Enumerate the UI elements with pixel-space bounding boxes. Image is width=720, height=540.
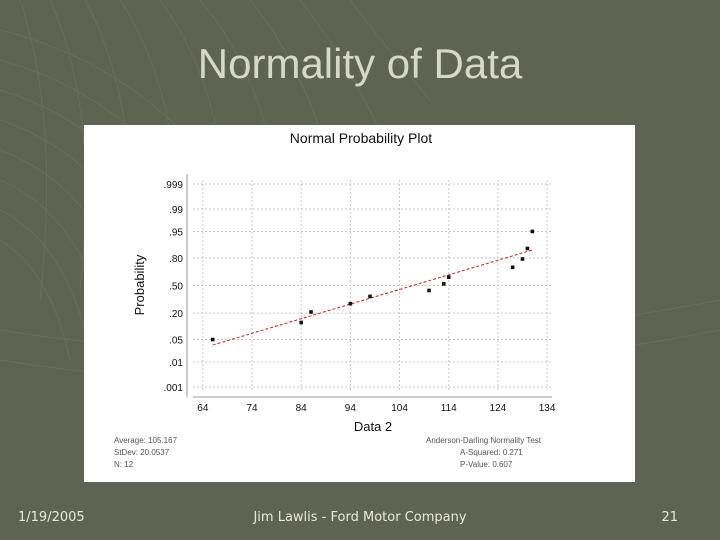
fit-line <box>212 249 533 346</box>
stat-stdev: StDev: 20.0537 <box>114 448 170 457</box>
chart-panel: Normal Probability Plot .001 .01 .05 .20 .50… <box>84 125 635 482</box>
axes <box>186 174 552 398</box>
y-tick-label: .01 <box>169 358 183 369</box>
data-point <box>368 294 372 299</box>
data-point <box>520 257 525 261</box>
page-number: 21 <box>661 510 678 525</box>
data-point <box>446 275 451 279</box>
footer-date: 1/19/2005 <box>18 510 85 525</box>
data-point <box>525 246 530 251</box>
y-tick-label: .05 <box>169 336 183 347</box>
chart-title: Normal Probability Plot <box>290 130 432 146</box>
x-tick-label: 104 <box>391 403 408 414</box>
x-tick-label: 64 <box>197 403 209 414</box>
stat-test-name: Anderson-Darling Normality Test <box>426 436 542 445</box>
data-point <box>299 320 303 325</box>
x-tick-label: 74 <box>246 403 258 414</box>
data-points <box>210 229 535 342</box>
y-tick-label: .99 <box>169 205 183 216</box>
x-tick-label: 134 <box>539 403 556 414</box>
x-tick-label: 94 <box>345 403 357 414</box>
data-point <box>309 310 313 314</box>
y-tick-label: .50 <box>169 282 183 293</box>
stat-average: Average: 105.167 <box>114 436 178 445</box>
stats-left: Average: 105.167 StDev: 20.0537 N: 12 <box>114 436 178 469</box>
stat-p-value: P-Value: 0.607 <box>460 460 513 469</box>
x-tick-label: 84 <box>296 403 308 414</box>
footer-presenter: Jim Lawlis - Ford Motor Company <box>253 510 467 525</box>
y-tick-label: .999 <box>164 180 184 191</box>
data-point <box>530 229 535 234</box>
data-point <box>348 301 353 306</box>
fit-line-layer <box>212 249 533 346</box>
x-tick-label: 124 <box>490 403 507 414</box>
y-tick-label: .95 <box>169 227 183 238</box>
x-axis-label: Data 2 <box>354 419 392 434</box>
x-tick-label: 114 <box>441 403 457 414</box>
y-tick-label: .20 <box>169 309 183 320</box>
data-point <box>510 265 515 270</box>
data-point <box>442 282 446 286</box>
y-tick-labels: .001 .01 .05 .20 .50 .80 .95 .99 .999 <box>164 180 184 394</box>
y-tick-label: .001 <box>164 383 184 394</box>
normal-probability-plot: Normal Probability Plot .001 .01 .05 .20 .50… <box>114 130 556 469</box>
data-point <box>427 288 431 293</box>
y-tick-label: .80 <box>169 254 183 265</box>
data-point <box>210 337 215 342</box>
x-tick-labels: 64 74 84 94 104 114 124 134 <box>197 403 556 414</box>
grid <box>193 180 552 391</box>
stat-a-squared: A-Squared: 0.271 <box>460 448 523 457</box>
stats-right: Anderson-Darling Normality Test A-Square… <box>426 436 542 469</box>
slide-title: Normality of Data <box>197 40 523 87</box>
y-axis-label: Probability <box>132 254 147 315</box>
stat-n: N: 12 <box>114 460 134 469</box>
